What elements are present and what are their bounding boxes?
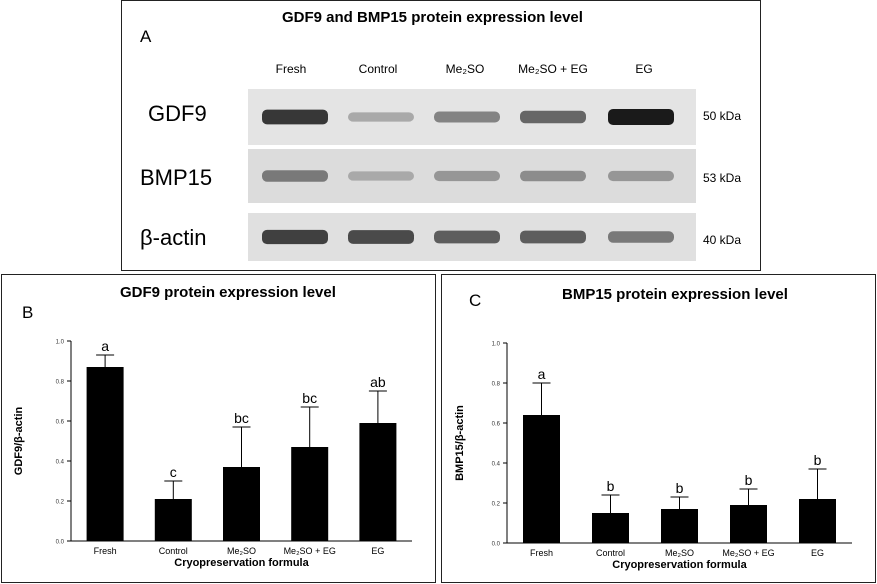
blot-band	[348, 112, 414, 122]
category-label: Me₂SO	[227, 546, 256, 556]
y-tick-label: 0.0	[56, 540, 65, 546]
bar	[291, 447, 329, 541]
category-label: Control	[159, 546, 188, 556]
category-label: Me₂SO + EG	[722, 548, 774, 558]
lane-label-me2so-eg: Me₂SO + EG	[518, 62, 588, 76]
bar	[661, 509, 698, 543]
bar	[154, 499, 192, 541]
gdf9-bar-chart: 0.0 0.2 0.4 0.6 0.8 1.0 a Fresh c Control bc Me₂SO b…	[13, 338, 412, 569]
significance-label: bc	[302, 390, 317, 406]
kda-gdf9: 50 kDa	[703, 109, 742, 123]
bar	[523, 415, 560, 543]
bar	[86, 367, 124, 541]
significance-label: a	[538, 366, 546, 382]
blot-band	[520, 110, 586, 124]
y-tick-label: 0.4	[56, 460, 65, 466]
significance-label: b	[745, 472, 753, 488]
bar	[730, 505, 767, 543]
bar	[223, 467, 260, 541]
row-label-beta-actin: β-actin	[140, 225, 207, 250]
blot-image	[248, 89, 696, 261]
bmp15-chart-panel: BMP15 protein expression level C 0.0 0.2 0…	[441, 274, 876, 583]
significance-label: b	[607, 478, 615, 494]
y-tick-label: 1.0	[492, 342, 501, 348]
significance-label: ab	[370, 374, 386, 390]
blot-band	[608, 170, 674, 182]
blot-band	[434, 230, 500, 244]
row-label-gdf9: GDF9	[148, 101, 207, 126]
category-label: EG	[371, 546, 384, 556]
blot-band	[434, 170, 500, 182]
blot-band	[520, 170, 586, 182]
lane-label-eg: EG	[635, 62, 653, 76]
bar	[799, 499, 836, 543]
category-label: Me₂SO	[665, 548, 694, 558]
category-label: Fresh	[530, 548, 553, 558]
panel-b-title: GDF9 protein expression level	[120, 284, 336, 301]
significance-label: b	[814, 452, 822, 468]
row-label-bmp15: BMP15	[140, 165, 213, 190]
bmp15-bar-chart: 0.0 0.2 0.4 0.6 0.8 1.0 a Fresh b Control b Me₂SO b M…	[454, 342, 852, 571]
panel-c-letter: C	[469, 291, 482, 310]
category-label: Control	[596, 548, 625, 558]
y-tick-label: 1.0	[56, 340, 65, 346]
y-tick-label: 0.4	[492, 462, 501, 468]
category-label: EG	[811, 548, 824, 558]
blot-band	[262, 109, 328, 125]
panel-a-letter: A	[140, 27, 152, 46]
significance-label: c	[170, 464, 177, 480]
blot-band	[520, 230, 586, 244]
y-axis-title: BMP15/β-actin	[454, 405, 466, 481]
kda-beta-actin: 40 kDa	[703, 233, 742, 247]
blot-band	[262, 229, 328, 245]
y-axis-title: GDF9/β-actin	[13, 407, 25, 476]
y-tick-label: 0.0	[492, 542, 501, 548]
x-axis-title: Cryopreservation formula	[612, 559, 747, 571]
bar	[359, 423, 397, 541]
y-tick-label: 0.2	[492, 502, 501, 508]
category-label: Fresh	[94, 546, 117, 556]
lane-label-control: Control	[358, 62, 398, 76]
y-tick-label: 0.6	[492, 422, 501, 428]
y-tick-label: 0.8	[492, 382, 501, 388]
category-label: Me₂SO + EG	[284, 546, 336, 556]
blot-band	[608, 109, 674, 125]
blot-band	[262, 170, 328, 182]
significance-label: a	[101, 338, 109, 354]
y-tick-label: 0.8	[56, 380, 65, 386]
western-blot-panel: GDF9 and BMP15 protein expression level …	[121, 0, 761, 271]
bar	[592, 513, 629, 543]
x-axis-title: Cryopreservation formula	[174, 557, 309, 569]
blot-band	[434, 111, 500, 123]
blot-band	[348, 171, 414, 181]
y-tick-label: 0.6	[56, 420, 65, 426]
gdf9-chart-panel: GDF9 protein expression level B 0.0 0.2 0.…	[1, 274, 436, 583]
significance-label: bc	[234, 410, 249, 426]
panel-b-letter: B	[22, 303, 34, 322]
significance-label: b	[676, 480, 684, 496]
blot-band	[348, 230, 414, 244]
lane-label-fresh: Fresh	[275, 62, 307, 76]
blot-band	[608, 231, 674, 243]
panel-c-title: BMP15 protein expression level	[562, 286, 788, 303]
y-tick-label: 0.2	[56, 500, 65, 506]
panel-a-title: GDF9 and BMP15 protein expression level	[282, 9, 583, 26]
kda-bmp15: 53 kDa	[703, 171, 742, 185]
lane-label-me2so: Me₂SO	[445, 62, 485, 76]
